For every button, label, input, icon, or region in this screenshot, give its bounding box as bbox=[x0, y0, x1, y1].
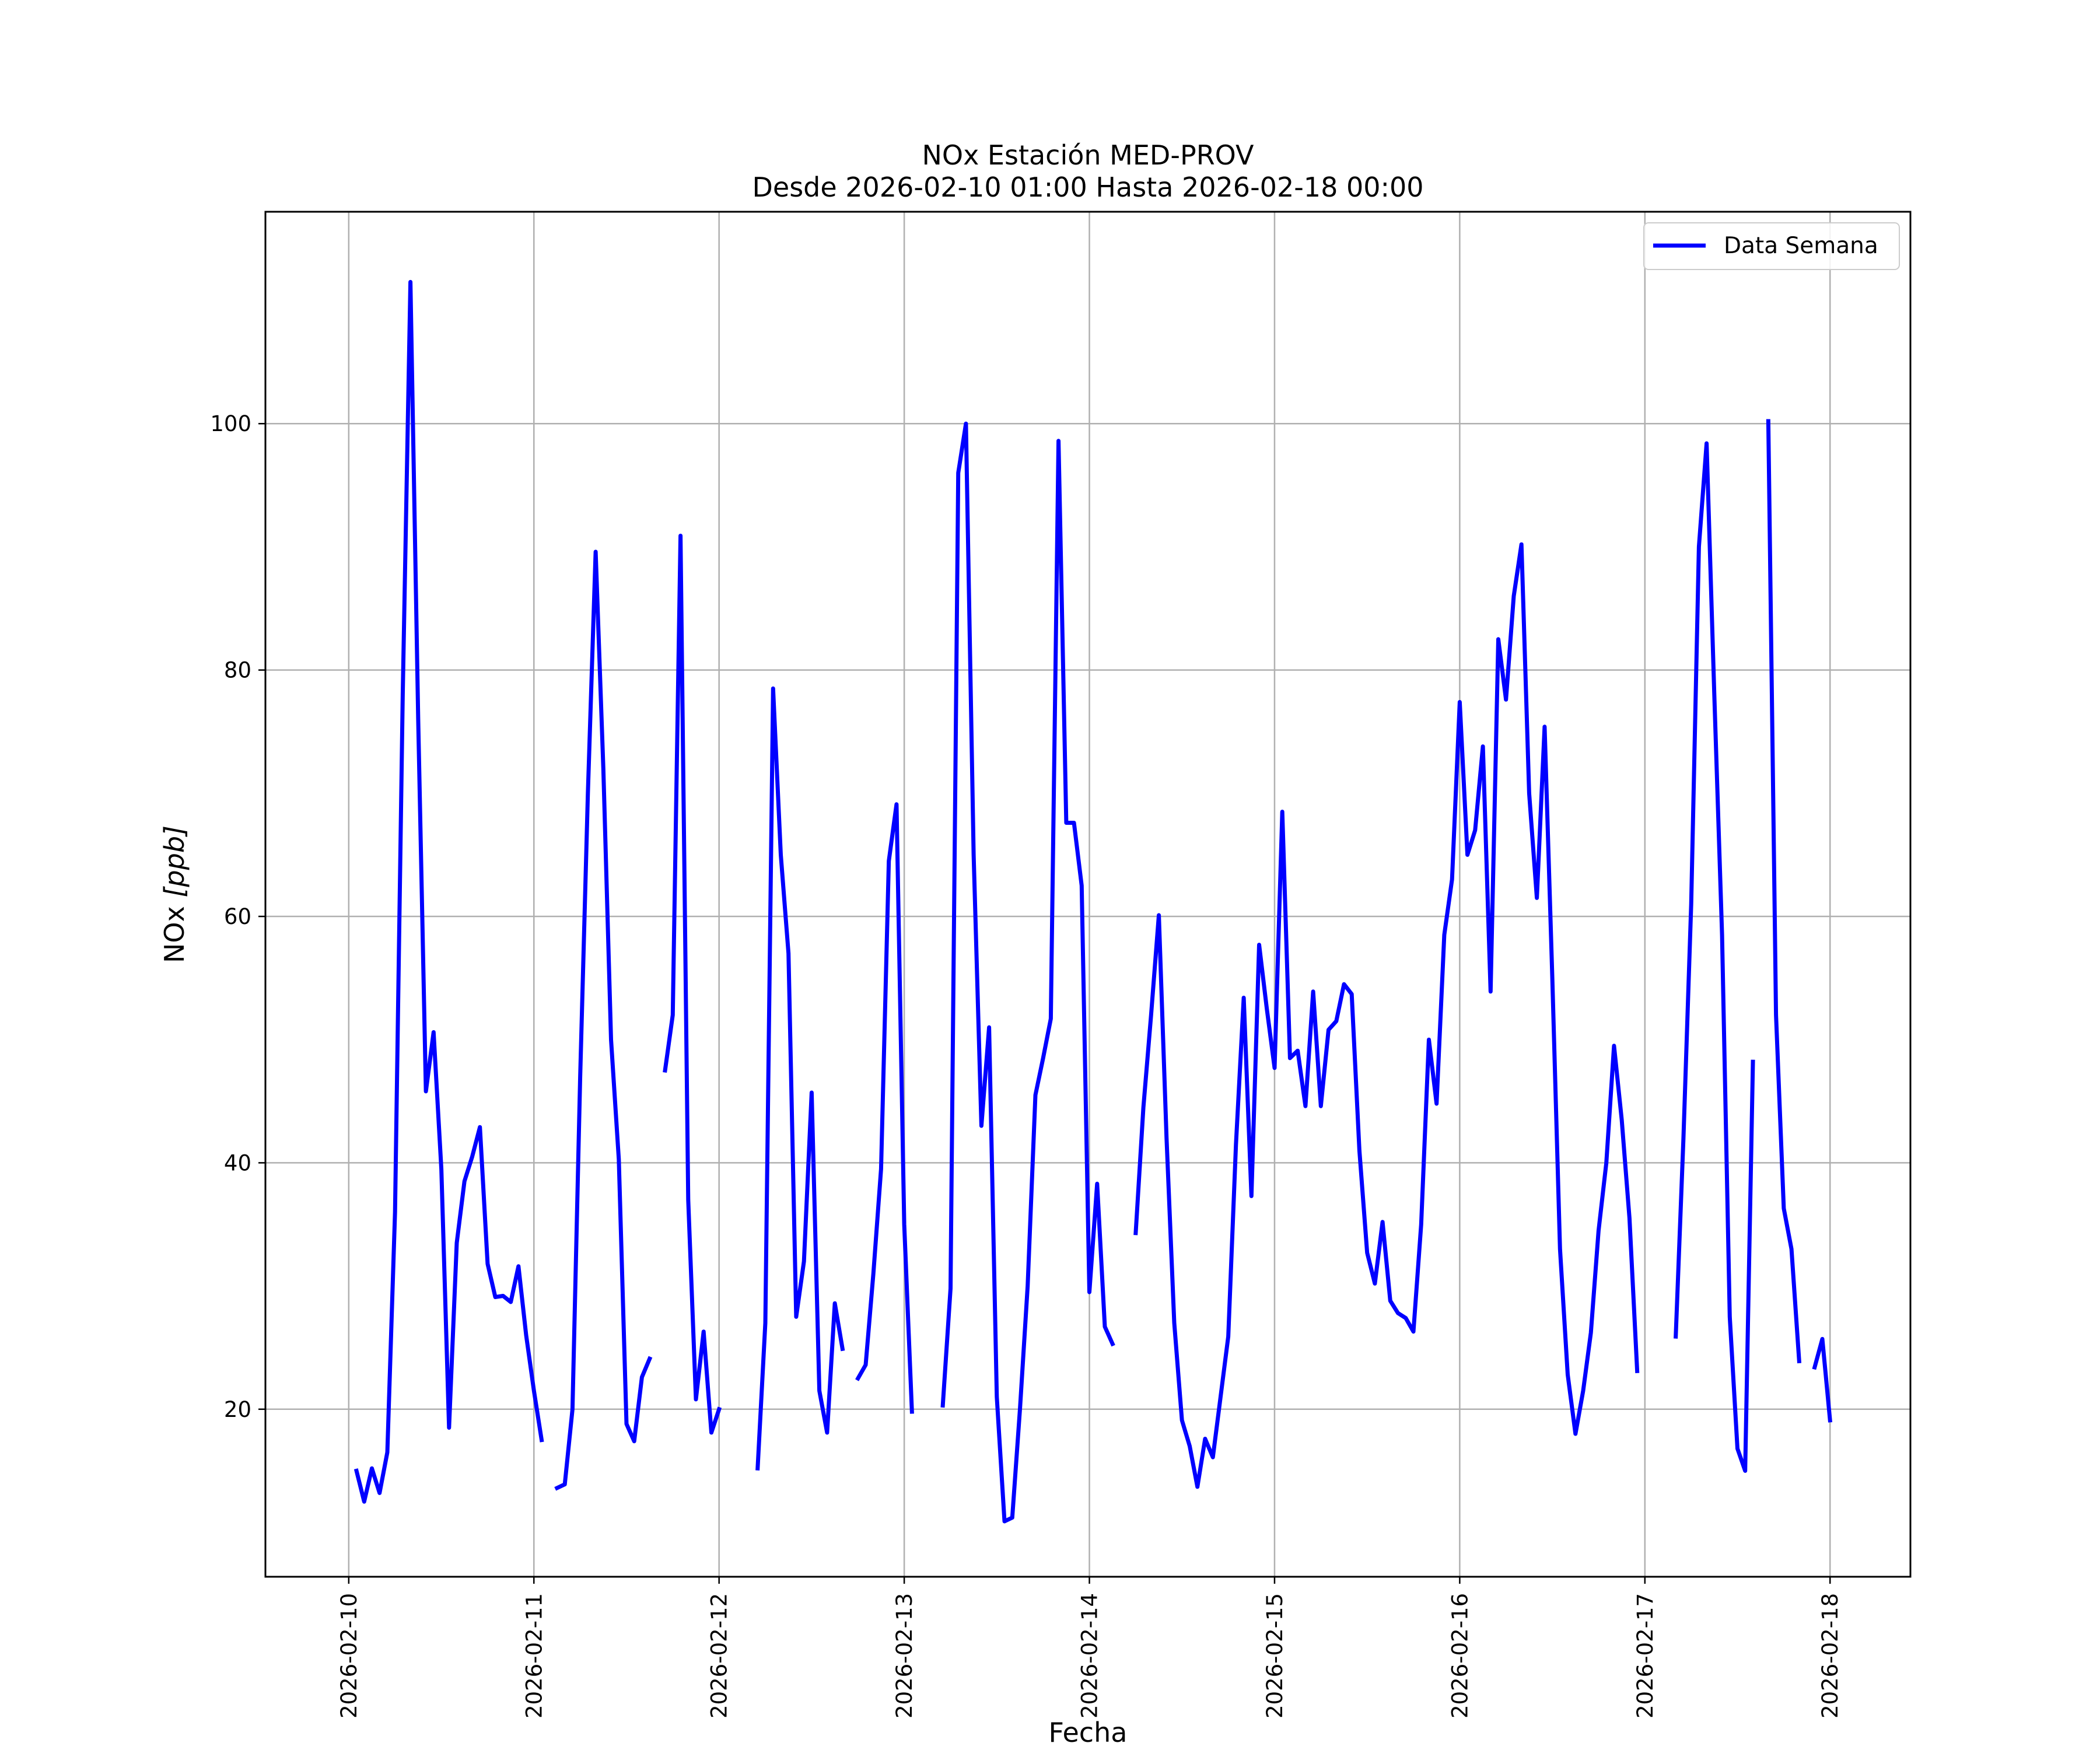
series-line-segment bbox=[1133, 542, 1640, 1489]
y-axis-ticks: 20 40 60 80 100 bbox=[210, 411, 265, 1422]
series-line-segment bbox=[663, 533, 722, 1435]
series-data-semana bbox=[354, 279, 1833, 1524]
y-axis-label: NOx [ppb] bbox=[159, 825, 190, 963]
plot-frame bbox=[264, 211, 1912, 1578]
x-tick-label: 2026-02-17 bbox=[1633, 1593, 1658, 1718]
y-tick-label: 80 bbox=[224, 658, 251, 683]
series-line-segment bbox=[755, 686, 845, 1471]
x-axis-ticks: 2026-02-10 2026-02-11 2026-02-12 2026-02-13… bbox=[337, 1577, 1843, 1718]
y-tick-label: 40 bbox=[224, 1150, 251, 1175]
x-tick-label: 2026-02-12 bbox=[707, 1593, 732, 1718]
x-axis-label: Fecha bbox=[1049, 1717, 1128, 1748]
x-tick-label: 2026-02-10 bbox=[337, 1593, 362, 1718]
x-tick-label: 2026-02-15 bbox=[1262, 1593, 1287, 1718]
x-tick-label: 2026-02-11 bbox=[522, 1593, 547, 1718]
y-tick-label: 60 bbox=[224, 904, 251, 929]
legend-box bbox=[1643, 222, 1900, 270]
series-line-segment bbox=[1766, 419, 1802, 1364]
series-line-segment bbox=[354, 279, 544, 1504]
x-tick-label: 2026-02-18 bbox=[1818, 1593, 1843, 1718]
chart-title: NOx Estación MED-PROV bbox=[922, 139, 1254, 171]
x-tick-label: 2026-02-16 bbox=[1447, 1593, 1472, 1718]
series-line-segment bbox=[940, 421, 1115, 1524]
legend-label-data-semana: Data Semana bbox=[1724, 233, 1878, 259]
series-line-segment bbox=[855, 802, 914, 1414]
x-tick-label: 2026-02-13 bbox=[892, 1593, 917, 1718]
y-tick-label: 100 bbox=[210, 411, 251, 436]
y-tick-label: 20 bbox=[224, 1397, 251, 1422]
chart-subtitle: Desde 2026-02-10 01:00 Hasta 2026-02-18 … bbox=[752, 172, 1423, 203]
legend: Data Semana bbox=[1643, 222, 1900, 270]
y-axis-label-unit: [ppb] bbox=[159, 825, 190, 898]
y-axis-label-main: NOx bbox=[159, 906, 190, 963]
series-line-segment bbox=[554, 550, 653, 1491]
series-line-segment bbox=[1812, 1336, 1833, 1423]
x-tick-label: 2026-02-14 bbox=[1077, 1593, 1102, 1718]
series-line-segment bbox=[1674, 441, 1755, 1473]
